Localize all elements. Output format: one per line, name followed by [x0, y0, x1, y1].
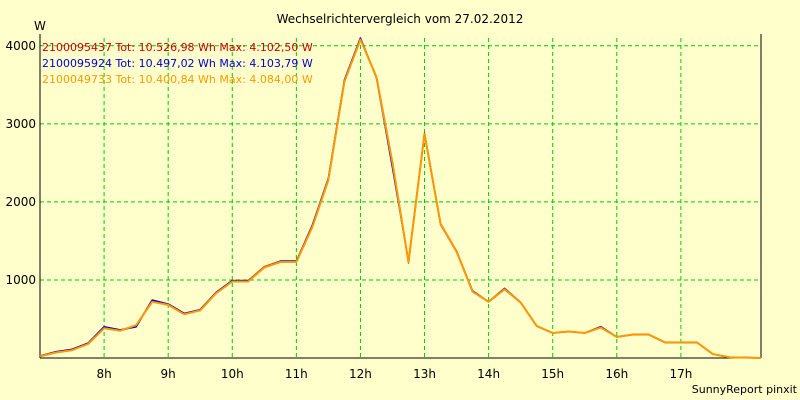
x-tick-label: 8h — [96, 367, 111, 381]
legend-entry-1: 2100095437 Tot: 10.526,98 Wh Max: 4.102,… — [42, 41, 313, 54]
tick-labels: 1000 2000 3000 4000 8h 9h 10h 11h 12h 13h 14h 15h 16… — [5, 39, 692, 381]
legend: 2100095437 Tot: 10.526,98 Wh Max: 4.102,… — [42, 41, 313, 86]
x-tick-label: 11h — [285, 367, 308, 381]
series-lines — [39, 37, 762, 359]
footer-credit: SunnyReport pinxit — [692, 383, 798, 396]
x-tick-label: 16h — [605, 367, 628, 381]
x-tick-label: 14h — [477, 367, 500, 381]
x-tick-label: 12h — [349, 367, 372, 381]
x-tick-label: 17h — [669, 367, 692, 381]
series-line-3 — [39, 38, 762, 359]
y-axis-unit-label: W — [34, 19, 46, 33]
y-tick-label: 2000 — [5, 195, 36, 209]
chart-title: Wechselrichtervergleich vom 27.02.2012 — [277, 12, 524, 26]
y-tick-label: 1000 — [5, 273, 36, 287]
legend-entry-2: 2100095924 Tot: 10.497,02 Wh Max: 4.103,… — [42, 57, 313, 70]
x-tick-label: 9h — [161, 367, 176, 381]
x-tick-label: 15h — [541, 367, 564, 381]
legend-entry-3: 2100049733 Tot: 10.400,84 Wh Max: 4.084,… — [42, 73, 313, 86]
y-tick-label: 4000 — [5, 39, 36, 53]
y-tick-label: 3000 — [5, 117, 36, 131]
x-tick-label: 13h — [413, 367, 436, 381]
x-tick-label: 10h — [221, 367, 244, 381]
axes — [39, 34, 762, 359]
